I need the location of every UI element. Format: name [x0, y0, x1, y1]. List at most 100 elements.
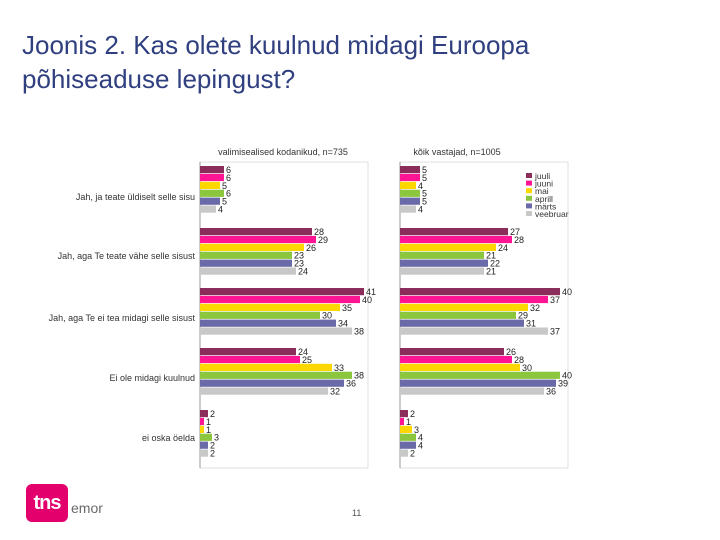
data-label: 6: [226, 189, 231, 199]
bar: [400, 189, 420, 197]
bar: [400, 205, 416, 213]
bar: [400, 387, 544, 395]
panel-title: kõik vastajad, n=1005: [413, 147, 500, 157]
data-label: 40: [362, 295, 372, 305]
data-label: 23: [294, 259, 304, 269]
bar: [400, 319, 524, 327]
bar: [200, 363, 332, 371]
bar: [200, 355, 300, 364]
bar: [200, 251, 292, 259]
data-label: 32: [330, 387, 340, 397]
bar: [200, 449, 208, 457]
data-label: 4: [418, 433, 423, 443]
data-label: 1: [206, 425, 211, 435]
legend-entry: mai: [535, 186, 549, 196]
data-label: 24: [298, 267, 308, 277]
bar: [200, 348, 296, 356]
data-label: 28: [514, 235, 524, 245]
data-label: 41: [366, 287, 376, 297]
logo-subtext: emor: [71, 500, 103, 516]
data-label: 33: [334, 363, 344, 373]
legend-swatch: [526, 203, 532, 209]
data-label: 29: [518, 311, 528, 321]
bar: [200, 205, 216, 213]
bar: [400, 425, 412, 433]
logo-mark: tns: [26, 484, 68, 522]
data-label: 26: [306, 243, 316, 253]
bar: [200, 303, 340, 311]
data-label: 35: [342, 303, 352, 313]
data-label: 28: [314, 227, 324, 237]
bar: [200, 417, 204, 426]
data-label: 23: [294, 251, 304, 261]
bar: [400, 371, 560, 379]
bar: [400, 363, 520, 371]
tns-emor-logo: tns emor: [26, 484, 136, 524]
bar: [400, 379, 556, 387]
bar: [200, 371, 352, 379]
bar: [200, 379, 344, 387]
data-label: 2: [210, 409, 215, 419]
bar: [400, 197, 420, 205]
category-label: Jah, ja teate üldiselt selle sisu: [76, 192, 195, 202]
category-label: ei oska öelda: [142, 433, 195, 443]
bar: [200, 327, 352, 335]
data-label: 26: [506, 347, 516, 357]
data-label: 2: [410, 449, 415, 459]
data-label: 2: [410, 409, 415, 419]
bar: [400, 449, 408, 457]
legend-entry: juuni: [534, 179, 553, 189]
bar: [200, 441, 208, 449]
page-number: 11: [352, 508, 362, 518]
bar: [400, 259, 488, 267]
slide-title: Joonis 2. Kas olete kuulnud midagi Euroo…: [22, 28, 642, 96]
bar: [200, 166, 224, 174]
bar: [200, 228, 312, 236]
data-label: 5: [222, 181, 227, 191]
bar: [400, 327, 548, 335]
legend-entry: juuli: [534, 171, 550, 181]
category-label: Ei ole midagi kuulnud: [109, 373, 195, 383]
data-label: 5: [422, 197, 427, 207]
bar: [400, 235, 512, 244]
bar: [200, 189, 224, 197]
bar: [400, 267, 484, 275]
data-label: 37: [550, 295, 560, 305]
bar: [400, 295, 548, 304]
data-label: 6: [226, 173, 231, 183]
legend-swatch: [526, 195, 532, 201]
slide-title-line2: põhiseaduse lepingust?: [22, 64, 296, 94]
data-label: 22: [490, 259, 500, 269]
legend-entry: aprill: [535, 194, 553, 204]
data-label: 36: [346, 379, 356, 389]
bar: [200, 288, 364, 296]
panel-title: valimisealised kodanikud, n=735: [218, 147, 348, 157]
bar: [400, 181, 416, 189]
data-label: 37: [550, 327, 560, 337]
bar: [200, 181, 220, 189]
bar: [200, 295, 360, 304]
data-label: 5: [422, 165, 427, 175]
data-label: 25: [302, 355, 312, 365]
legend-swatch: [526, 173, 532, 178]
legend-swatch: [526, 180, 532, 186]
data-label: 2: [210, 449, 215, 459]
data-label: 31: [526, 319, 536, 329]
bar: [200, 311, 320, 319]
data-label: 34: [338, 319, 348, 329]
bar: [400, 410, 408, 418]
data-label: 1: [206, 417, 211, 427]
data-label: 38: [354, 371, 364, 381]
legend-entry: märts: [535, 201, 556, 211]
bar: [400, 417, 404, 426]
data-label: 4: [418, 181, 423, 191]
category-label: Jah, aga Te teate vähe selle sisust: [58, 251, 196, 261]
bar: [200, 433, 212, 441]
data-label: 3: [414, 425, 419, 435]
data-label: 28: [514, 355, 524, 365]
data-label: 24: [498, 243, 508, 253]
data-label: 21: [486, 251, 496, 261]
data-label: 39: [558, 379, 568, 389]
bar: [400, 433, 416, 441]
